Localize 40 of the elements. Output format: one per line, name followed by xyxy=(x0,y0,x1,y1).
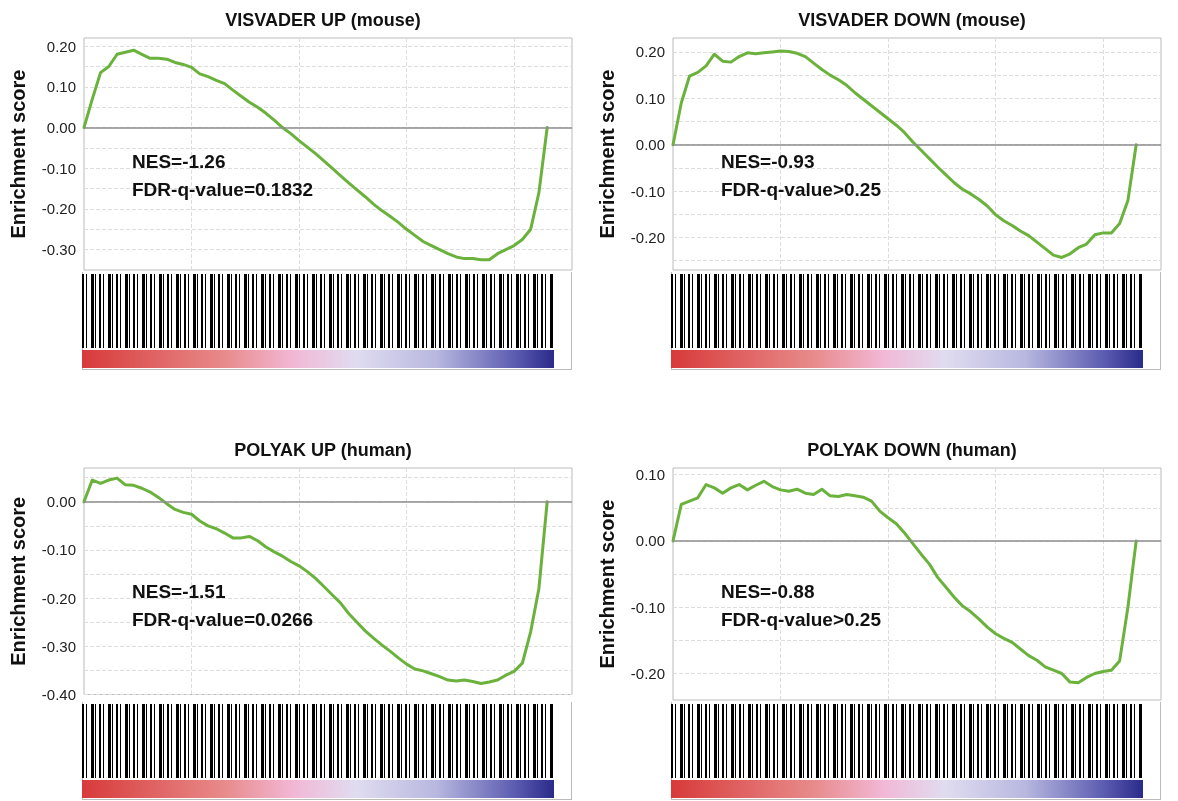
annotation: FDR-q-value>0.25 xyxy=(721,609,882,630)
y-tick-label: -0.20 xyxy=(41,589,76,607)
y-tick-label: -0.10 xyxy=(630,182,665,200)
chart-title: POLYAK DOWN (human) xyxy=(807,440,1017,460)
y-tick-label: -0.10 xyxy=(630,598,665,616)
y-tick-label: 0.00 xyxy=(635,532,665,550)
y-axis-title: Enrichment score xyxy=(7,69,29,239)
y-tick-label: 0.10 xyxy=(46,78,76,96)
line-series xyxy=(82,48,549,262)
y-tick-label: -0.20 xyxy=(630,229,665,247)
y-tick-label: -0.30 xyxy=(41,241,76,259)
y-tick-label: -0.10 xyxy=(41,159,76,177)
annotation: FDR-q-value=0.0266 xyxy=(132,609,314,630)
y-tick-label: -0.10 xyxy=(41,541,76,559)
annotation: FDR-q-value>0.25 xyxy=(721,179,882,200)
y-tick-label: 0.00 xyxy=(635,136,665,154)
annotation: FDR-q-value=0.1832 xyxy=(132,179,314,200)
y-tick-label: -0.30 xyxy=(41,637,76,655)
y-tick-label: 0.20 xyxy=(46,37,76,55)
line-series xyxy=(82,476,549,685)
y-tick-label: 0.00 xyxy=(46,493,76,511)
y-axis-title: Enrichment score xyxy=(596,499,618,669)
annotation: NES=-1.51 xyxy=(132,581,226,602)
annotation: NES=-0.88 xyxy=(721,581,815,602)
chart-title: POLYAK UP (human) xyxy=(234,440,412,460)
y-tick-label: 0.00 xyxy=(46,119,76,137)
y-tick-label: 0.20 xyxy=(635,43,665,61)
y-tick-label: 0.10 xyxy=(635,89,665,107)
annotation: NES=-0.93 xyxy=(721,151,815,172)
y-tick-label: 0.10 xyxy=(635,466,665,484)
chart-title: VISVADER DOWN (mouse) xyxy=(798,10,1026,30)
annotation: NES=-1.26 xyxy=(132,151,226,172)
y-tick-label: -0.20 xyxy=(630,664,665,682)
y-tick-label: -0.20 xyxy=(41,200,76,218)
y-axis-title: Enrichment score xyxy=(596,69,618,239)
line-series xyxy=(671,49,1138,259)
y-axis-title: Enrichment score xyxy=(7,496,29,666)
y-tick-label: -0.40 xyxy=(41,686,76,703)
line-series xyxy=(671,479,1138,685)
chart-title: VISVADER UP (mouse) xyxy=(225,10,421,30)
